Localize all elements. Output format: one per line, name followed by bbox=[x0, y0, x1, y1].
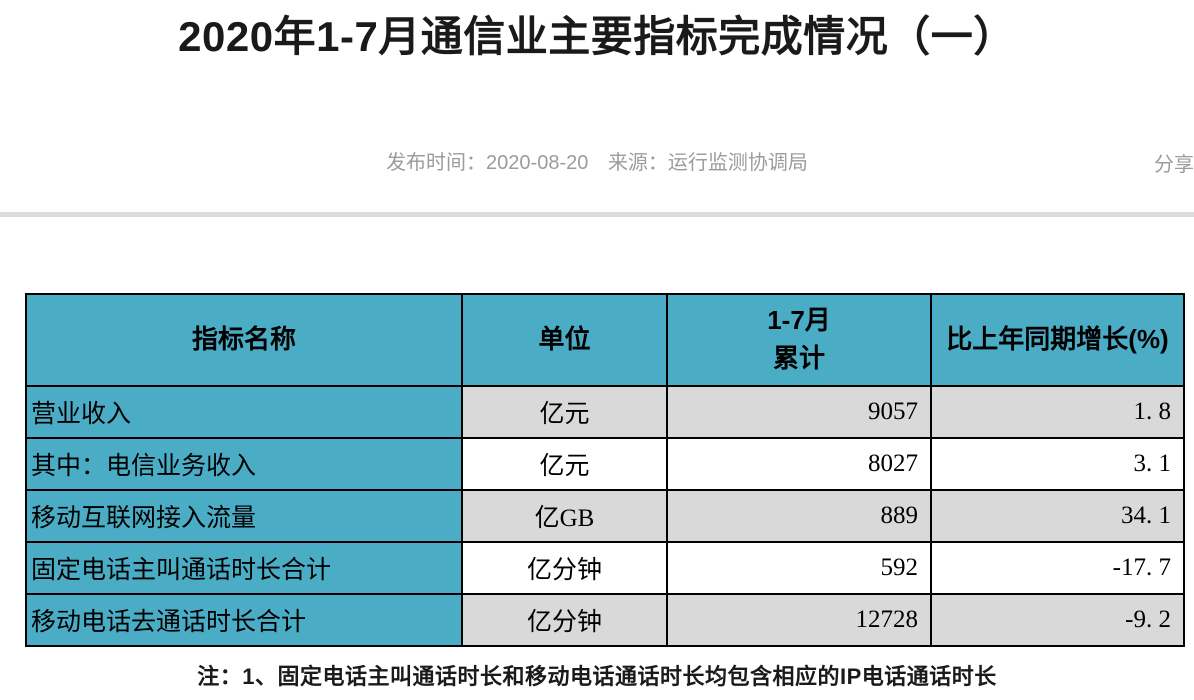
source-label: 来源：运行监测协调局 bbox=[607, 152, 808, 174]
table-row: 营业收入 亿元 9057 1. 8 bbox=[25, 385, 1185, 439]
growth-cell: -9. 2 bbox=[930, 593, 1185, 647]
value-cell: 889 bbox=[666, 489, 932, 543]
value-cell: 8027 bbox=[666, 437, 932, 491]
unit-cell: 亿元 bbox=[461, 437, 668, 491]
table-row: 固定电话主叫通话时长合计 亿分钟 592 -17. 7 bbox=[25, 541, 1185, 595]
publish-time-label: 发布时间：2020-08-20 bbox=[386, 152, 589, 174]
table-header-row: 指标名称 单位 1-7月 累计 比上年同期增长(%) bbox=[25, 293, 1185, 387]
indicators-table: 指标名称 单位 1-7月 累计 比上年同期增长(%) 营业收入 亿元 9057 … bbox=[25, 293, 1185, 647]
content-divider bbox=[0, 212, 1194, 217]
unit-cell: 亿分钟 bbox=[461, 541, 668, 595]
table-row: 移动电话去通话时长合计 亿分钟 12728 -9. 2 bbox=[25, 593, 1185, 647]
unit-cell: 亿GB bbox=[461, 489, 668, 543]
table-row: 移动互联网接入流量 亿GB 889 34. 1 bbox=[25, 489, 1185, 543]
indicator-name-cell: 移动互联网接入流量 bbox=[25, 489, 463, 543]
col-header-unit: 单位 bbox=[461, 293, 668, 387]
value-cell: 592 bbox=[666, 541, 932, 595]
meta-row: 发布时间：2020-08-20 来源：运行监测协调局 分享 bbox=[0, 146, 1194, 176]
table-row: 其中：电信业务收入 亿元 8027 3. 1 bbox=[25, 437, 1185, 491]
value-cell: 12728 bbox=[666, 593, 932, 647]
value-cell: 9057 bbox=[666, 385, 932, 439]
indicator-name-cell: 其中：电信业务收入 bbox=[25, 437, 463, 491]
indicator-name-cell: 移动电话去通话时长合计 bbox=[25, 593, 463, 647]
meta-info: 发布时间：2020-08-20 来源：运行监测协调局 bbox=[0, 146, 1194, 175]
col-header-period-line2: 累计 bbox=[772, 343, 825, 373]
indicator-name-cell: 营业收入 bbox=[25, 385, 463, 439]
share-link[interactable]: 分享 bbox=[1154, 154, 1194, 176]
col-header-period: 1-7月 累计 bbox=[666, 293, 932, 387]
col-header-indicator: 指标名称 bbox=[25, 293, 463, 387]
growth-cell: 1. 8 bbox=[930, 385, 1185, 439]
growth-cell: 3. 1 bbox=[930, 437, 1185, 491]
article-page: 2020年1-7月通信业主要指标完成情况（一） 发布时间：2020-08-20 … bbox=[0, 12, 1194, 700]
unit-cell: 亿分钟 bbox=[461, 593, 668, 647]
page-title: 2020年1-7月通信业主要指标完成情况（一） bbox=[178, 13, 1016, 60]
col-header-growth: 比上年同期增长(%) bbox=[930, 293, 1185, 387]
indicator-name-cell: 固定电话主叫通话时长合计 bbox=[25, 541, 463, 595]
footnote: 注：1、固定电话主叫通话时长和移动电话通话时长均包含相应的IP电话通话时长 bbox=[197, 664, 997, 689]
growth-cell: -17. 7 bbox=[930, 541, 1185, 595]
unit-cell: 亿元 bbox=[461, 385, 668, 439]
col-header-period-line1: 1-7月 bbox=[767, 305, 831, 336]
growth-cell: 34. 1 bbox=[930, 489, 1185, 543]
